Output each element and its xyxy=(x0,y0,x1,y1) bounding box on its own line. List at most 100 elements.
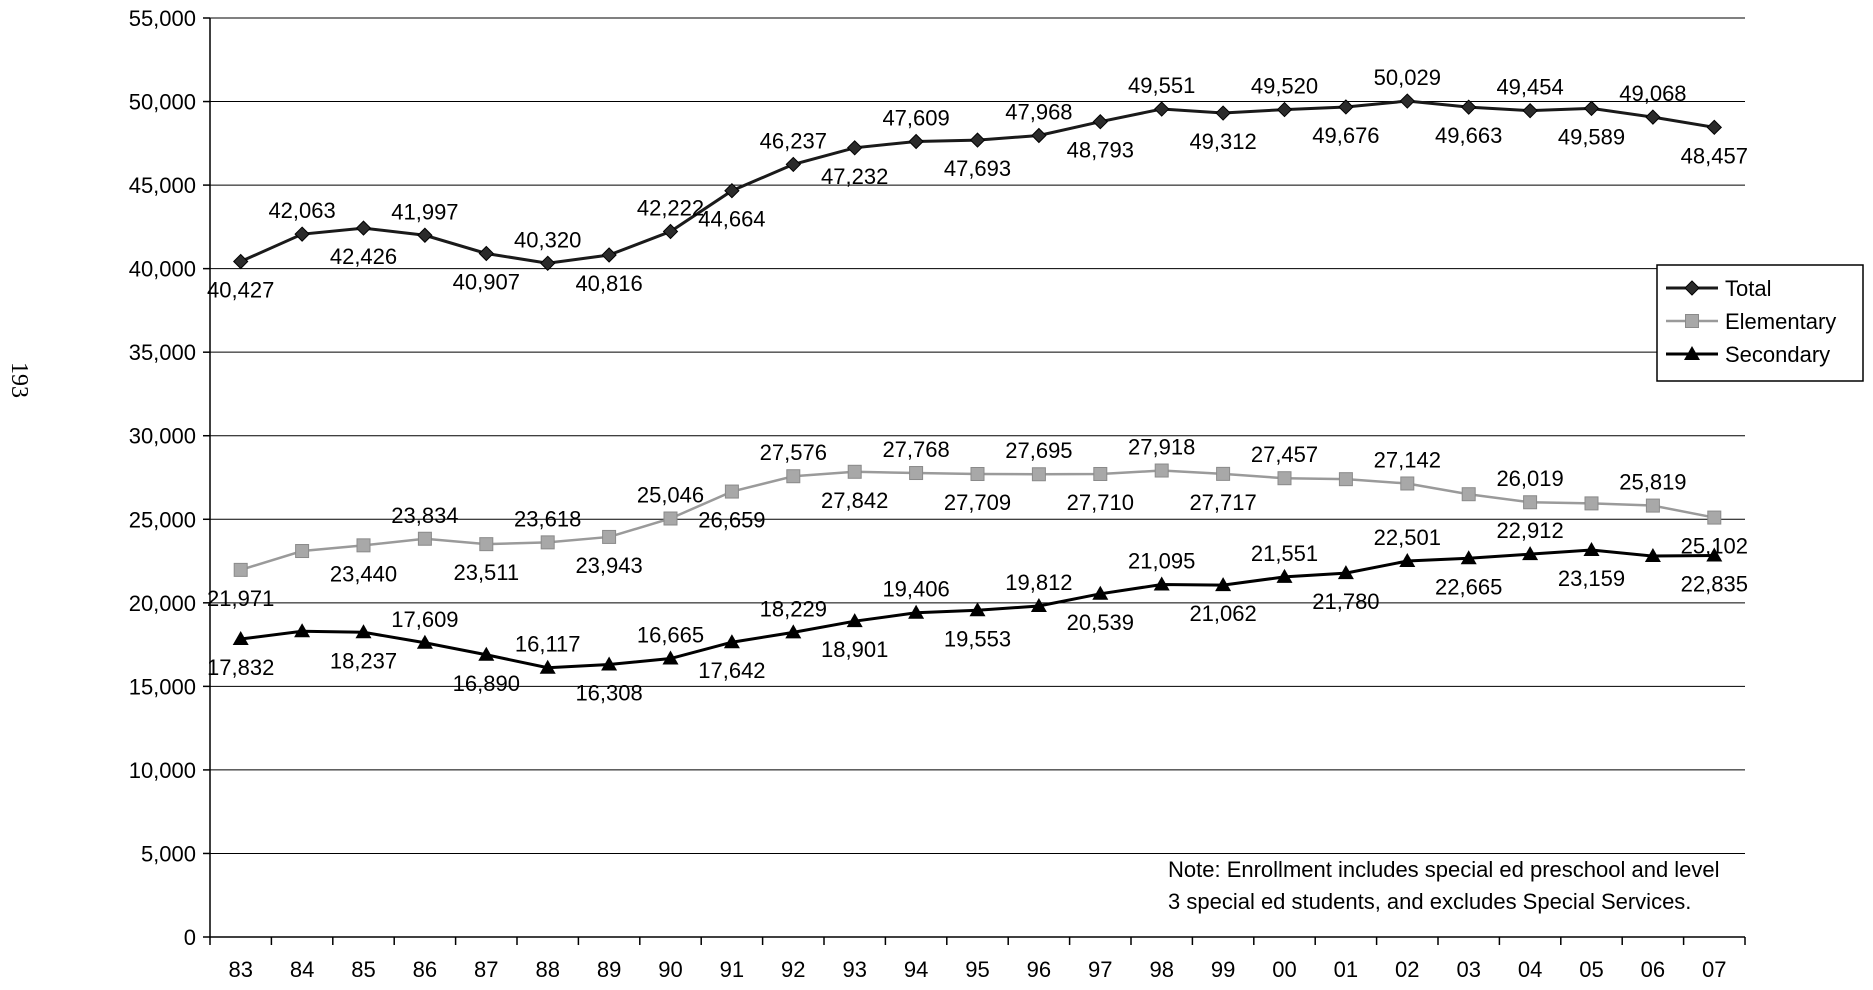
data-label-elementary: 27,457 xyxy=(1251,442,1318,467)
data-label-secondary: 21,095 xyxy=(1128,549,1195,574)
data-point-total xyxy=(1645,109,1661,125)
legend-marker xyxy=(1685,314,1699,328)
data-point-elementary xyxy=(1707,510,1722,525)
x-tick-label: 86 xyxy=(413,957,437,982)
series-group xyxy=(232,93,1723,674)
x-tick-label: 04 xyxy=(1518,957,1542,982)
data-point-total xyxy=(1399,93,1416,109)
data-point-elementary xyxy=(1338,472,1353,487)
page-number: 193 xyxy=(6,362,32,398)
data-point-elementary xyxy=(1277,471,1292,486)
data-point-secondary xyxy=(1030,597,1047,612)
data-label-elementary: 27,142 xyxy=(1374,447,1441,472)
x-tick-label: 88 xyxy=(535,957,559,982)
data-point-secondary xyxy=(1215,577,1232,592)
data-point-secondary xyxy=(723,634,740,649)
note: Note: Enrollment includes special ed pre… xyxy=(1168,857,1720,914)
note-line-2: 3 special ed students, and excludes Spec… xyxy=(1168,889,1691,914)
data-label-secondary: 22,835 xyxy=(1681,571,1748,596)
data-label-total: 40,907 xyxy=(453,269,520,294)
data-point-total xyxy=(1583,100,1600,117)
data-point-secondary xyxy=(232,631,249,646)
data-point-elementary xyxy=(540,535,555,550)
y-tick-label: 25,000 xyxy=(129,507,196,532)
data-point-secondary xyxy=(1644,548,1661,563)
data-label-total: 48,793 xyxy=(1067,138,1134,163)
legend-label: Elementary xyxy=(1725,309,1836,334)
legend-item-secondary: Secondary xyxy=(1666,342,1830,367)
data-point-elementary xyxy=(909,466,924,481)
data-label-elementary: 27,710 xyxy=(1067,490,1134,515)
series-elementary xyxy=(233,463,1722,577)
x-tick-label: 03 xyxy=(1456,957,1480,982)
data-point-elementary xyxy=(1584,496,1599,511)
data-label-secondary: 17,642 xyxy=(698,658,765,683)
data-labels: 40,427 42,063 42,426 41,997 40,907 40,320 40,8… xyxy=(207,65,1748,705)
data-label-total: 47,232 xyxy=(821,164,888,189)
data-label-secondary: 18,901 xyxy=(821,637,888,662)
x-tick-label: 01 xyxy=(1334,957,1358,982)
x-tick-label: 99 xyxy=(1211,957,1235,982)
data-label-elementary: 27,709 xyxy=(944,490,1011,515)
data-point-secondary xyxy=(355,624,372,639)
data-point-total xyxy=(846,140,863,156)
data-point-total xyxy=(724,182,740,199)
data-point-secondary xyxy=(539,659,556,674)
y-tick-label: 40,000 xyxy=(129,257,196,282)
data-label-elementary: 25,102 xyxy=(1681,534,1748,559)
legend-item-total: Total xyxy=(1666,276,1771,301)
data-label-total: 49,068 xyxy=(1619,81,1686,106)
data-label-elementary: 27,842 xyxy=(821,488,888,513)
data-label-total: 41,997 xyxy=(391,199,458,224)
data-point-total xyxy=(1338,99,1354,115)
data-label-total: 40,320 xyxy=(514,227,581,252)
data-point-elementary xyxy=(786,469,801,484)
x-tick-label: 97 xyxy=(1088,957,1112,982)
data-label-total: 47,693 xyxy=(944,156,1011,181)
data-label-secondary: 21,551 xyxy=(1251,541,1318,566)
legend-marker xyxy=(1684,346,1700,360)
data-label-total: 42,222 xyxy=(637,196,704,221)
data-point-secondary xyxy=(416,634,433,649)
data-label-elementary: 23,440 xyxy=(330,561,397,586)
data-label-elementary: 26,659 xyxy=(698,508,765,533)
data-label-total: 49,520 xyxy=(1251,74,1318,99)
x-tick-label: 85 xyxy=(351,957,375,982)
data-point-elementary xyxy=(1216,466,1231,481)
x-tick-label: 90 xyxy=(658,957,682,982)
data-label-secondary: 17,832 xyxy=(207,655,274,680)
x-tick-label: 00 xyxy=(1272,957,1296,982)
data-point-secondary xyxy=(908,604,925,619)
data-label-total: 49,454 xyxy=(1496,75,1563,100)
y-tick-label: 10,000 xyxy=(129,758,196,783)
data-point-elementary xyxy=(1093,466,1108,481)
x-tick-label: 94 xyxy=(904,957,928,982)
x-tick-label: 87 xyxy=(474,957,498,982)
data-label-elementary: 23,618 xyxy=(514,506,581,531)
data-label-secondary: 21,062 xyxy=(1189,601,1256,626)
data-point-elementary xyxy=(847,464,862,479)
axes xyxy=(203,17,1746,945)
data-point-secondary xyxy=(1153,576,1170,591)
data-point-total xyxy=(1215,105,1231,121)
data-point-total xyxy=(1522,102,1538,119)
data-point-total xyxy=(417,227,433,243)
data-label-secondary: 16,890 xyxy=(453,671,520,696)
data-label-secondary: 22,665 xyxy=(1435,574,1502,599)
data-label-total: 47,968 xyxy=(1005,99,1072,124)
data-point-elementary xyxy=(417,531,432,546)
data-point-elementary xyxy=(1400,476,1415,491)
y-tick-label: 20,000 xyxy=(129,591,196,616)
data-point-total xyxy=(478,245,495,262)
data-point-secondary xyxy=(662,650,679,665)
data-label-secondary: 19,406 xyxy=(882,577,949,602)
data-point-secondary xyxy=(785,624,802,639)
data-label-total: 49,551 xyxy=(1128,73,1195,98)
data-label-secondary: 19,553 xyxy=(944,626,1011,651)
data-label-elementary: 23,943 xyxy=(575,553,642,578)
x-tick-label: 93 xyxy=(842,957,866,982)
x-tick-label: 89 xyxy=(597,957,621,982)
data-label-total: 40,816 xyxy=(575,271,642,296)
data-label-total: 44,664 xyxy=(698,207,765,232)
data-label-secondary: 17,609 xyxy=(391,607,458,632)
